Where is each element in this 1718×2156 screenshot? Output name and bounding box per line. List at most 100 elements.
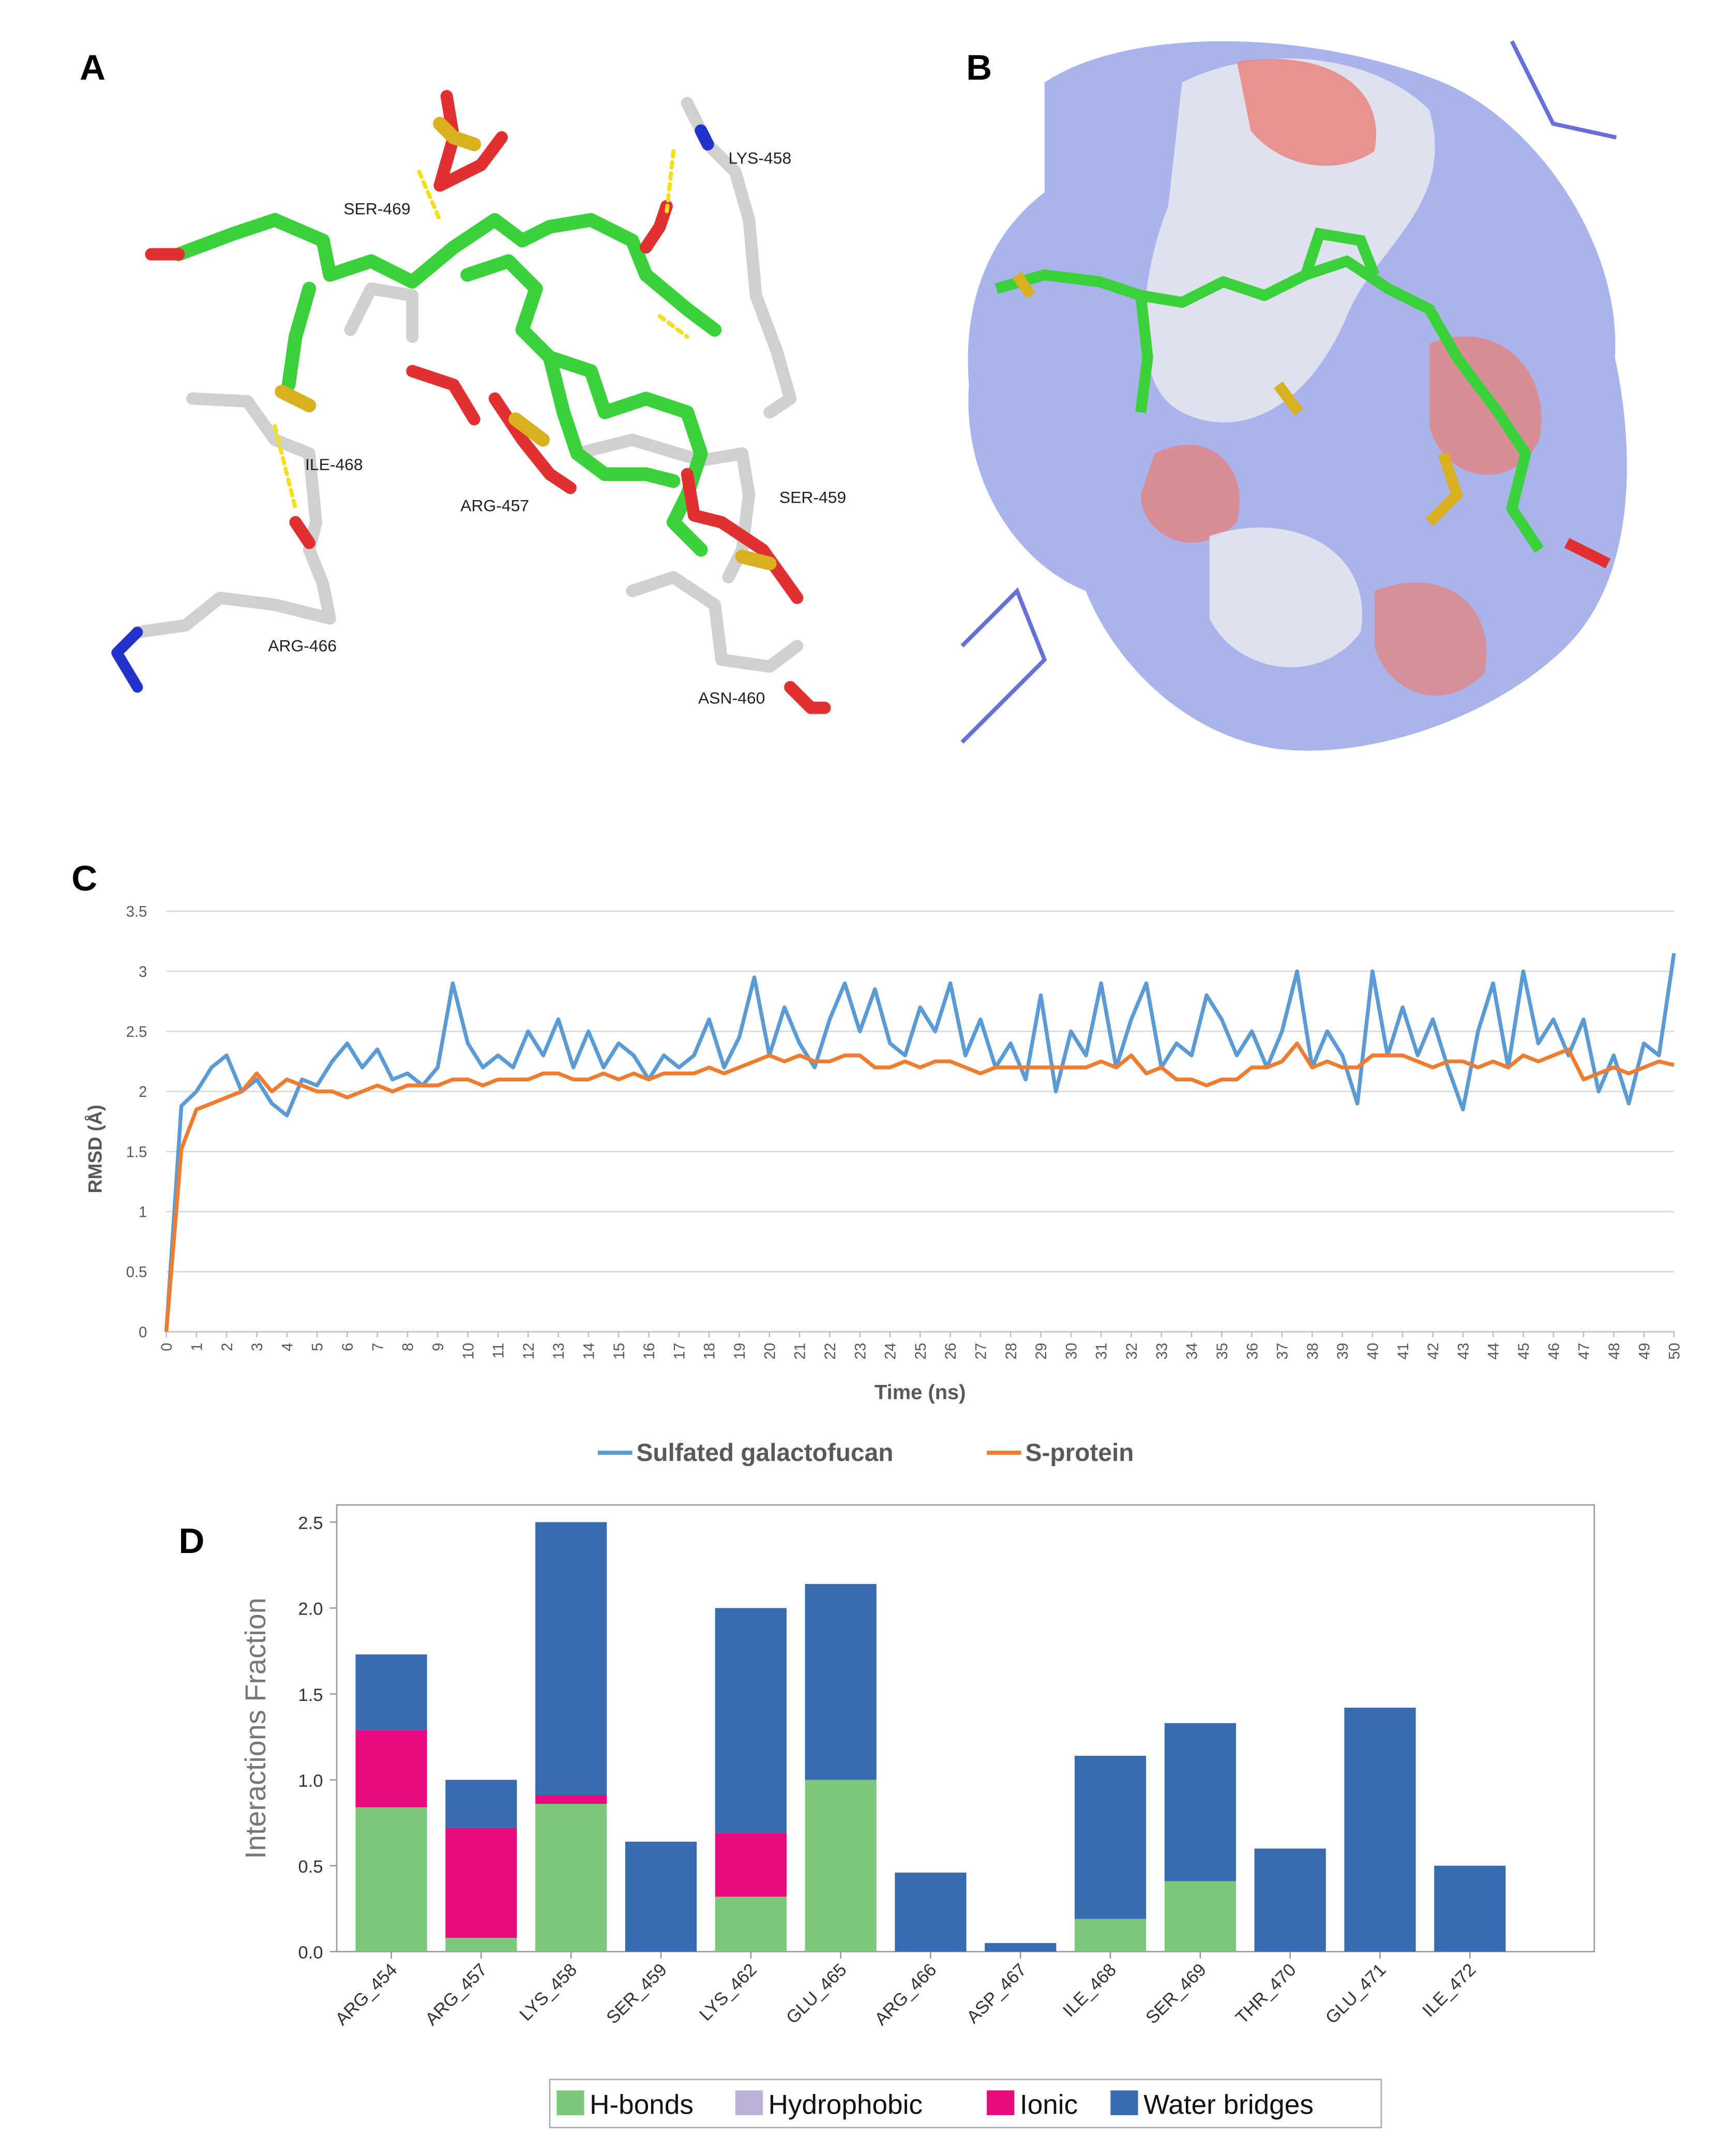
x-tick-label: 24 [883,1343,899,1360]
x-tick-label: 27 [973,1343,990,1360]
legend-swatch [556,2090,584,2116]
bar-segment [1434,1865,1506,1952]
y-tick-label: 1.5 [126,1144,147,1160]
y-tick-label: 2.0 [298,1600,323,1619]
x-tick-label: 5 [310,1343,326,1351]
x-tick-label: 22 [822,1343,839,1360]
y-tick-label: 0.5 [126,1264,147,1281]
legend-label: Ionic [1020,2089,1078,2120]
x-tick-label: 50 [1667,1343,1683,1360]
panel-label: A [80,47,106,87]
x-tick-label: 31 [1094,1343,1110,1360]
x-tick-label: 45 [1516,1343,1532,1360]
bar-segment [1074,1919,1147,1952]
x-tick-label: 25 [913,1343,929,1360]
x-tick-label: 19 [732,1343,748,1360]
x-tick-label: 38 [1305,1343,1321,1360]
bar-segment [535,1795,607,1804]
x-tick-label: 21 [792,1343,809,1360]
legend-label: Water bridges [1143,2089,1314,2120]
x-tick-label: 6 [340,1343,356,1351]
x-tick-label: 33 [1154,1343,1170,1360]
panel-label: B [966,47,992,87]
legend-swatch [1110,2090,1138,2116]
residue-label: LYS-458 [729,148,792,167]
x-tick-label: 36 [1244,1343,1261,1360]
y-tick-label: 0 [139,1324,147,1341]
bar-segment [355,1654,427,1730]
y-axis-label: RMSD (Å) [84,1105,106,1193]
x-tick-label: 46 [1546,1343,1562,1360]
x-tick-label: 41 [1395,1343,1412,1360]
x-tick-label: 0 [159,1343,175,1351]
legend-label: S-protein [1026,1439,1134,1467]
x-tick-label: 49 [1636,1343,1653,1360]
bar-segment [985,1943,1057,1952]
bar-segment [445,1780,517,1828]
residue-label: ILE-468 [305,455,363,474]
x-tick-label: 26 [943,1343,959,1360]
x-tick-label: 42 [1425,1343,1442,1360]
x-tick-label: 39 [1335,1343,1351,1360]
data-line [164,953,1676,1332]
bar-segment [1164,1881,1236,1952]
residue-label: ASN-460 [698,689,765,707]
x-tick-label: 4 [279,1343,296,1351]
y-tick-label: 1.5 [298,1685,323,1705]
legend-label: Sulfated galactofucan [636,1439,893,1467]
x-tick-label: 9 [430,1343,447,1351]
x-tick-label: 14 [581,1343,598,1360]
x-tick-label: 15 [611,1343,628,1360]
x-tick-label: 35 [1214,1343,1231,1360]
x-tick-label: 23 [852,1343,869,1360]
x-tick-label: 29 [1033,1343,1050,1360]
bar-segment [445,1938,517,1952]
y-tick-label: 2.5 [126,1024,147,1041]
bar-segment [805,1584,877,1780]
x-tick-label: 8 [400,1343,417,1351]
panel-b-structure [952,30,1627,760]
x-tick-label: 13 [551,1343,567,1360]
panel-label: D [178,1520,204,1561]
legend-label: H-bonds [590,2089,694,2120]
x-tick-label: 16 [641,1343,658,1360]
y-tick-label: 3 [139,964,147,981]
labels: A B C D LYS-458 SER-469 ILE-468 ARG-457 … [71,47,992,1561]
bar-segment [1164,1723,1236,1881]
x-tick-label: 34 [1184,1343,1201,1360]
panel-a-structure [111,90,831,714]
x-tick-label: 18 [702,1343,718,1360]
bar-segment [895,1872,967,1952]
bar-segment [715,1608,787,1833]
x-tick-label: 17 [671,1343,688,1360]
bar-segment [1254,1848,1326,1952]
y-tick-label: 1.0 [298,1771,323,1791]
x-tick-label: 10 [460,1343,477,1360]
x-tick-label: 30 [1063,1343,1080,1360]
y-tick-label: 0.0 [298,1943,323,1963]
x-tick-label: 28 [1003,1343,1020,1360]
bar-segment [715,1833,787,1897]
y-tick-label: 2 [139,1084,147,1100]
bar-segment [535,1522,607,1796]
x-tick-label: 37 [1275,1343,1291,1360]
residue-label: SER-469 [343,200,410,218]
bar-segment [445,1828,517,1938]
y-tick-label: 2.5 [298,1514,323,1533]
bar-segment [535,1804,607,1952]
panel-label: C [71,858,97,898]
x-tick-label: 2 [219,1343,236,1351]
x-tick-label: 1 [189,1343,206,1351]
residue-label: ARG-457 [460,496,529,515]
y-tick-label: 1 [139,1204,147,1221]
x-tick-label: 47 [1576,1343,1593,1360]
residue-label: SER-459 [779,488,846,507]
bar-segment [625,1842,697,1952]
bar-segment [1344,1708,1416,1952]
legend-label: Hydrophobic [768,2089,923,2120]
y-axis-label: Interactions Fraction [239,1597,272,1859]
x-tick-label: 7 [370,1343,386,1351]
legend-swatch [987,2090,1015,2116]
